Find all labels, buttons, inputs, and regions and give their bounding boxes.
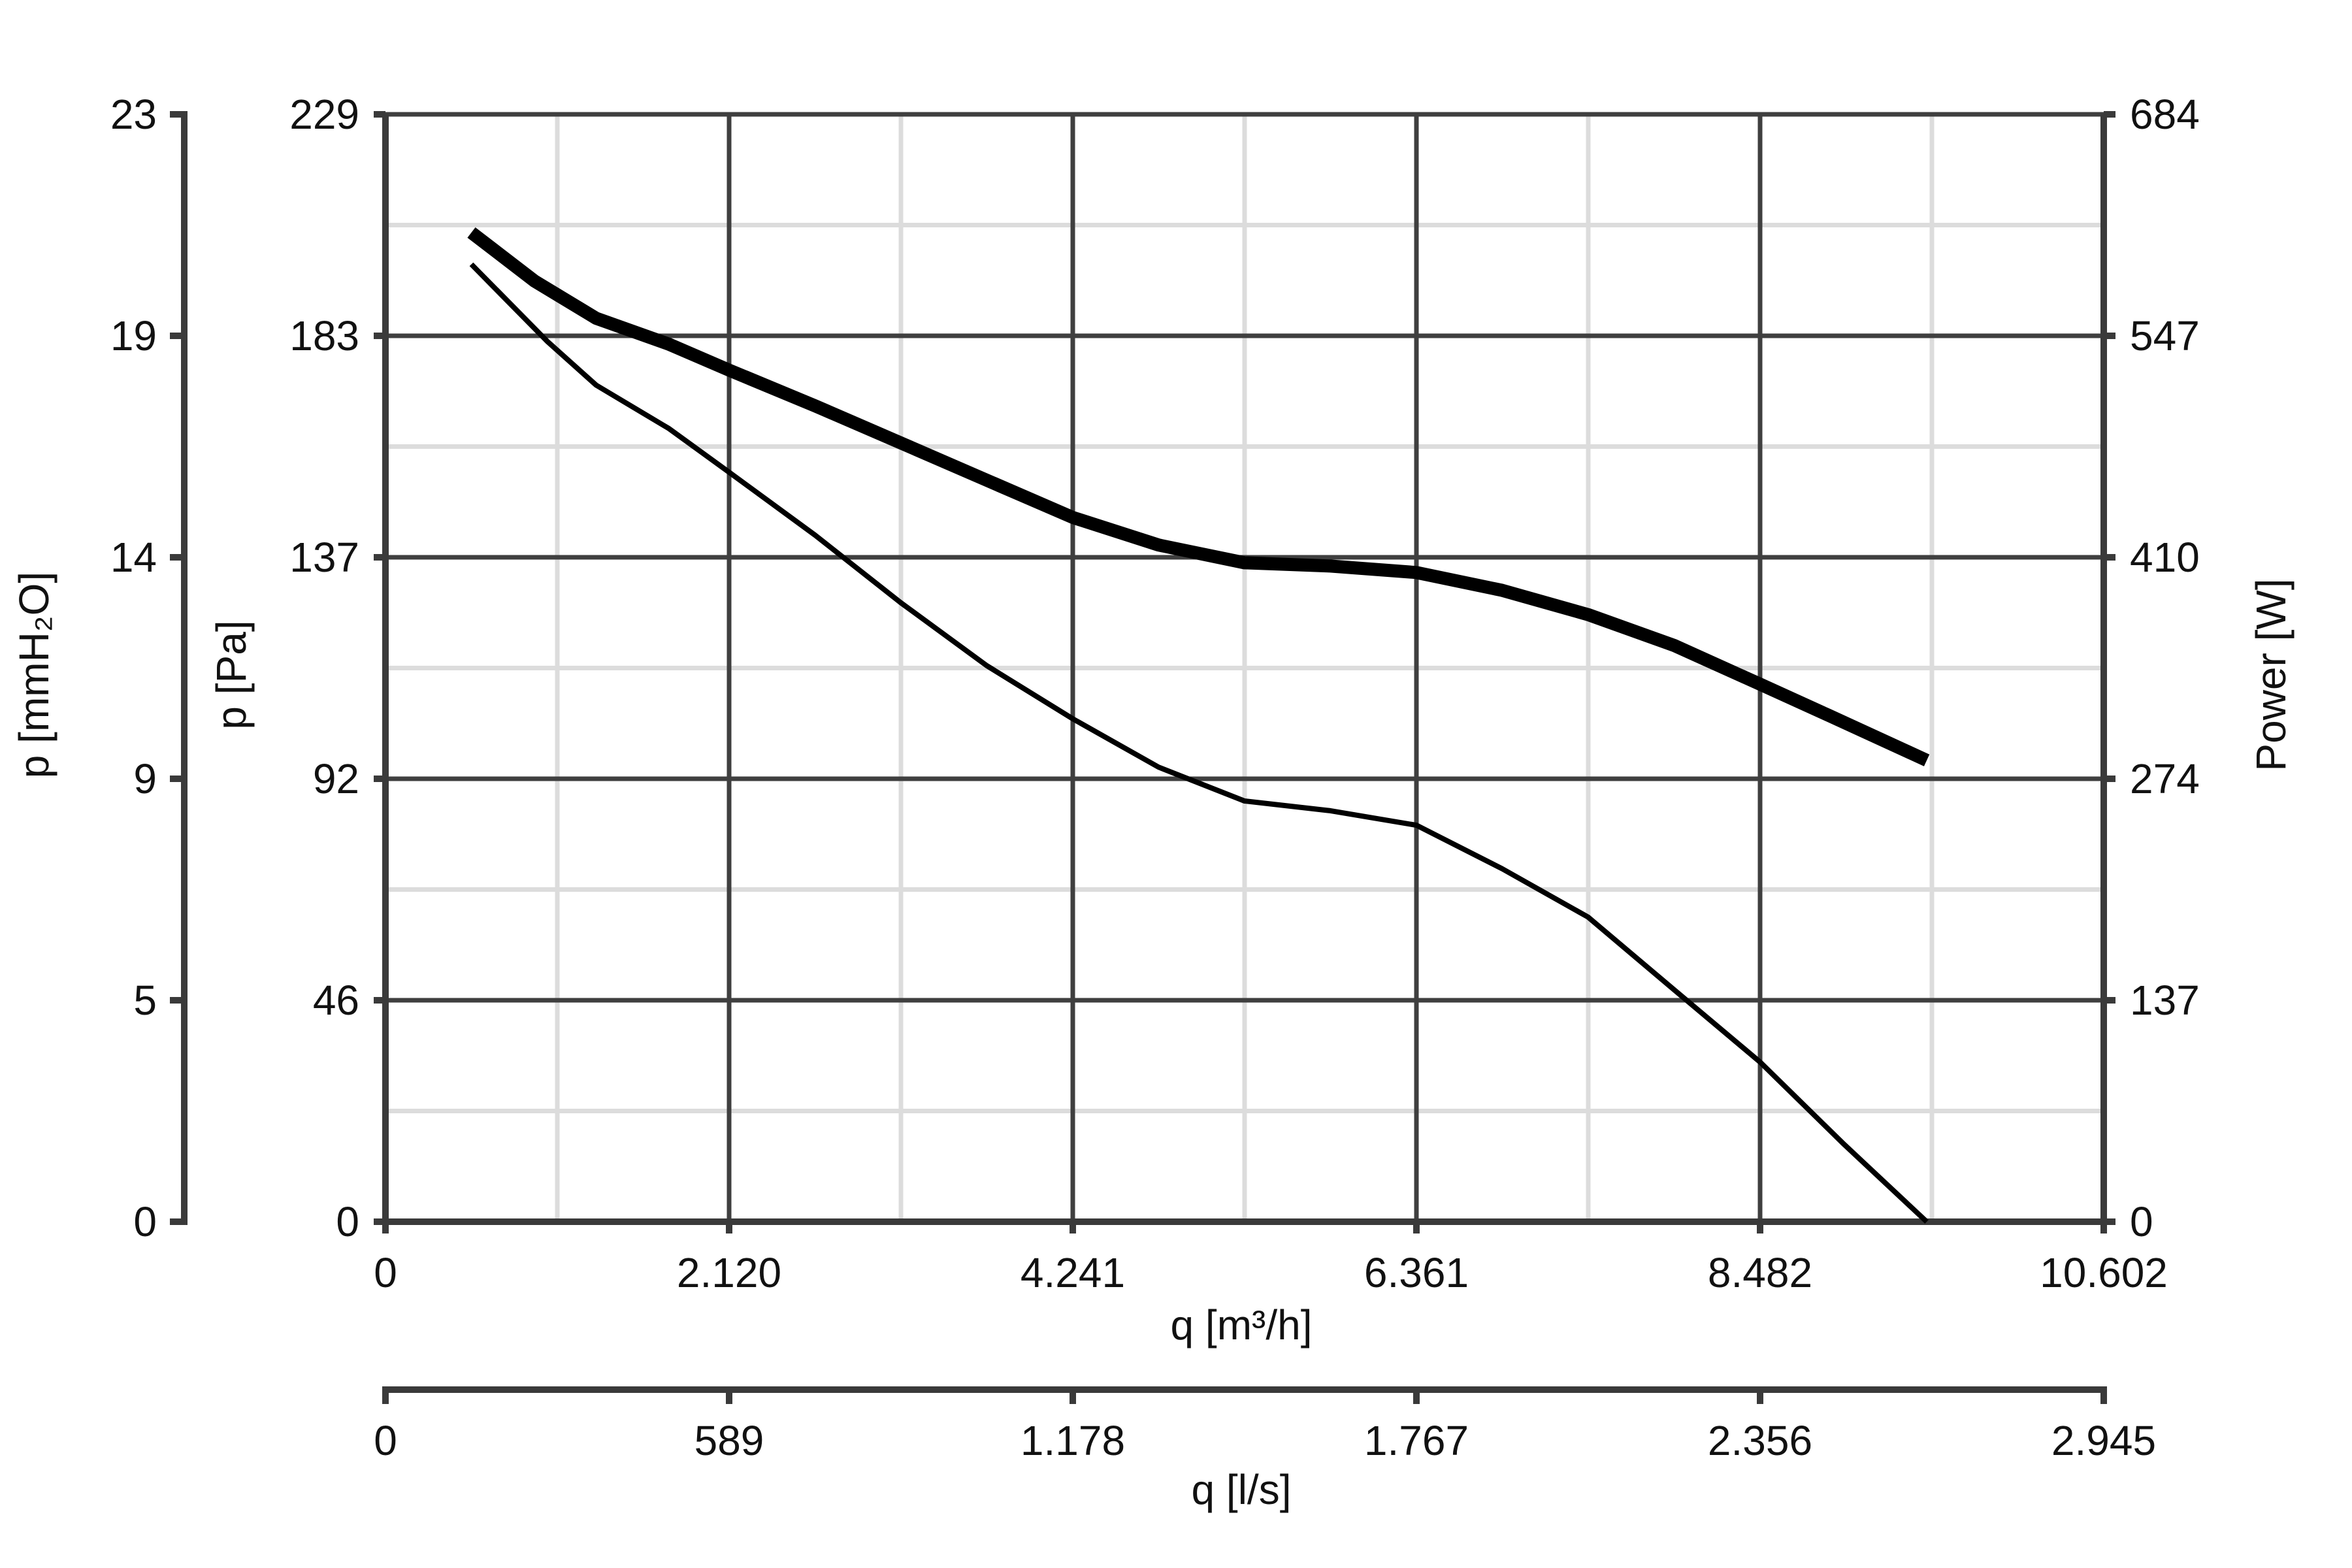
secondary-x-tick-label: 0 (374, 1417, 397, 1464)
right-y-tick-label: 137 (2130, 977, 2200, 1024)
secondary-x-axis-title: q [l/s] (1192, 1466, 1292, 1513)
left-outer-y-axis-title: p [mmH₂O] (10, 572, 57, 778)
y-tick-label: 183 (289, 312, 359, 359)
power-curve-line (467, 227, 1930, 766)
x-tick-label: 0 (374, 1249, 397, 1296)
outer-y-tick-label: 14 (110, 534, 157, 581)
y-tick-label: 92 (313, 755, 359, 802)
x-tick-label: 4.241 (1021, 1249, 1125, 1296)
y-tick-label: 46 (313, 977, 359, 1024)
outer-y-tick-label: 23 (110, 91, 157, 138)
secondary-x-tick-label: 2.356 (1708, 1417, 1812, 1464)
x-tick-label: 10.602 (2040, 1249, 2168, 1296)
secondary-x-tick-label: 2.945 (2051, 1417, 2156, 1464)
secondary-x-tick-label: 1.178 (1021, 1417, 1125, 1464)
right-y-tick-label: 410 (2130, 534, 2200, 581)
outer-y-tick-label: 9 (133, 755, 157, 802)
right-y-axis-title: Power [W] (2247, 578, 2295, 771)
x-tick-label: 8.482 (1708, 1249, 1812, 1296)
x-tick-label: 2.120 (677, 1249, 781, 1296)
y-axis-title: p [Pa] (208, 620, 255, 729)
outer-y-tick-label: 0 (133, 1198, 157, 1245)
right-y-tick-label: 0 (2130, 1198, 2153, 1245)
x-axis-title: q [m³/h] (1171, 1301, 1313, 1348)
pressure-curve-line (469, 262, 1929, 1224)
right-y-tick-label: 274 (2130, 755, 2200, 802)
right-y-tick-label: 547 (2130, 312, 2200, 359)
y-tick-label: 137 (289, 534, 359, 581)
minor-gridlines (385, 114, 2104, 1222)
secondary-x-tick-label: 1.767 (1364, 1417, 1469, 1464)
outer-y-tick-label: 19 (110, 312, 157, 359)
outer-y-tick-label: 5 (133, 977, 157, 1024)
series-lines (467, 227, 1930, 1224)
axes (170, 111, 2115, 1404)
x-tick-label: 6.361 (1364, 1249, 1469, 1296)
y-tick-label: 0 (336, 1198, 359, 1245)
right-y-tick-label: 684 (2130, 91, 2200, 138)
secondary-x-tick-label: 589 (694, 1417, 764, 1464)
y-tick-label: 229 (289, 91, 359, 138)
